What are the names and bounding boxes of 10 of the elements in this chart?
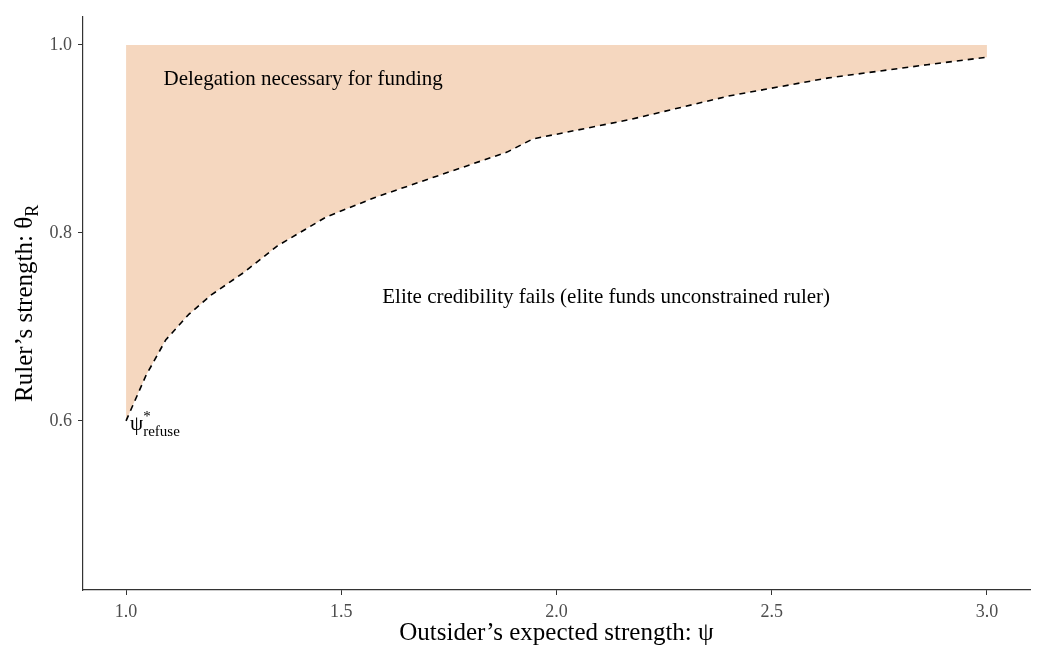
y-axis-title: Ruler’s strength: θR	[9, 204, 43, 402]
annotation: Elite credibility fails (elite funds unconstrained ruler)	[382, 284, 831, 309]
y-tick-label: 0.6	[49, 409, 72, 430]
x-tick-label: 3.0	[975, 600, 999, 621]
y-tick-label: 0.8	[49, 221, 72, 242]
x-tick-label: 1.0	[114, 600, 138, 621]
annotation: Delegation necessary for funding	[163, 66, 444, 91]
x-tick-label: 2.5	[760, 600, 783, 621]
x-tick-label: 1.5	[330, 600, 353, 621]
y-tick-label: 1.0	[49, 33, 72, 54]
